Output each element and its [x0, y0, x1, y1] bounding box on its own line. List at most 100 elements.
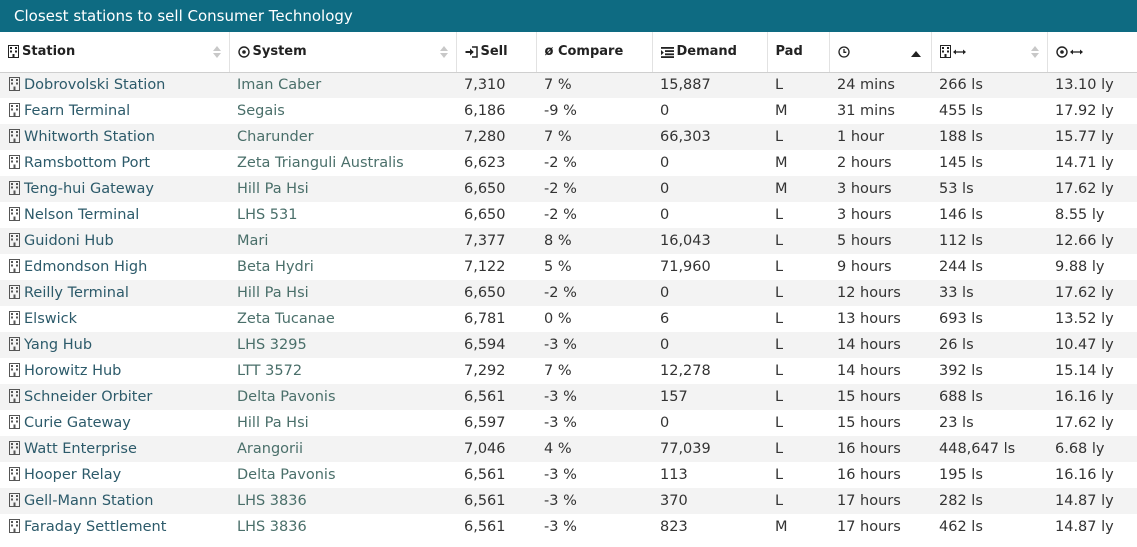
system-name-cell-text[interactable]: Arangorii — [237, 441, 304, 457]
column-header-distance-ly[interactable] — [1047, 32, 1137, 73]
table-row[interactable]: Horowitz Hub LTT 3572 7,292 7 % 12,278 L 14 ho… — [0, 358, 1137, 384]
system-name-cell-text[interactable]: Hill Pa Hsi — [237, 285, 309, 301]
station-name-cell[interactable]: Teng-hui Gateway — [0, 176, 229, 202]
station-name-cell-text[interactable]: Watt Enterprise — [24, 441, 137, 457]
system-name-cell-text[interactable]: Beta Hydri — [237, 259, 314, 275]
system-name-cell-text[interactable]: Delta Pavonis — [237, 467, 336, 483]
table-row[interactable]: Teng-hui Gateway Hill Pa Hsi 6,650 -2 % 0 M 3 … — [0, 176, 1137, 202]
system-name-cell-text[interactable]: LHS 3836 — [237, 493, 307, 509]
column-header-age[interactable] — [829, 32, 932, 73]
column-header-station[interactable]: Station — [0, 32, 230, 73]
station-name-cell[interactable]: Hooper Relay — [0, 462, 229, 488]
station-name-cell-text[interactable]: Elswick — [24, 311, 78, 327]
system-name-cell[interactable]: LHS 3295 — [229, 332, 456, 358]
station-name-cell[interactable]: Faraday Settlement — [0, 514, 229, 540]
table-row[interactable]: Gell-Mann Station LHS 3836 6,561 -3 % 370 L 17… — [0, 488, 1137, 514]
station-name-cell-text[interactable]: Faraday Settlement — [24, 519, 167, 535]
system-name-cell-text[interactable]: Hill Pa Hsi — [237, 415, 309, 431]
sort-toggle-distance-star[interactable] — [1030, 44, 1039, 60]
column-header-distance-star[interactable] — [931, 32, 1048, 73]
station-name-cell[interactable]: Nelson Terminal — [0, 202, 229, 228]
sort-toggle-age[interactable] — [910, 46, 921, 62]
station-name-cell-text[interactable]: Reilly Terminal — [24, 285, 129, 301]
station-name-cell-text[interactable]: Nelson Terminal — [24, 207, 140, 223]
station-name-cell[interactable]: Reilly Terminal — [0, 280, 229, 306]
system-name-cell[interactable]: LHS 3836 — [229, 514, 456, 540]
system-name-cell-text[interactable]: LTT 3572 — [237, 363, 303, 379]
station-name-cell[interactable]: Fearn Terminal — [0, 98, 229, 124]
system-name-cell[interactable]: Arangorii — [229, 436, 456, 462]
station-name-cell[interactable]: Edmondson High — [0, 254, 229, 280]
station-name-cell[interactable]: Whitworth Station — [0, 124, 229, 150]
column-header-sell[interactable]: Sell — [456, 32, 537, 73]
system-name-cell[interactable]: Zeta Trianguli Australis — [229, 150, 456, 176]
table-row[interactable]: Elswick Zeta Tucanae 6,781 0 % 6 L 13 hours 693… — [0, 306, 1137, 332]
table-row[interactable]: Ramsbottom Port Zeta Trianguli Australis 6… — [0, 150, 1137, 176]
system-name-cell-text[interactable]: LHS 3836 — [237, 519, 307, 535]
system-name-cell-text[interactable]: Delta Pavonis — [237, 389, 336, 405]
station-name-cell[interactable]: Watt Enterprise — [0, 436, 229, 462]
station-name-cell-text[interactable]: Horowitz Hub — [24, 363, 122, 379]
station-name-cell[interactable]: Schneider Orbiter — [0, 384, 229, 410]
station-name-cell-text[interactable]: Ramsbottom Port — [24, 155, 151, 171]
column-header-system[interactable]: System — [229, 32, 457, 73]
station-name-cell[interactable]: Dobrovolski Station — [0, 72, 229, 98]
system-name-cell[interactable]: Iman Caber — [229, 72, 456, 98]
station-name-cell[interactable]: Horowitz Hub — [0, 358, 229, 384]
system-name-cell-text[interactable]: LHS 3295 — [237, 337, 307, 353]
station-name-cell[interactable]: Curie Gateway — [0, 410, 229, 436]
system-name-cell[interactable]: Segais — [229, 98, 456, 124]
station-name-cell[interactable]: Gell-Mann Station — [0, 488, 229, 514]
system-name-cell-text[interactable]: Zeta Tucanae — [237, 311, 335, 327]
table-row[interactable]: Guidoni Hub Mari 7,377 8 % 16,043 L 5 hours 112… — [0, 228, 1137, 254]
station-name-cell-text[interactable]: Gell-Mann Station — [24, 493, 154, 509]
system-name-cell[interactable]: Charunder — [229, 124, 456, 150]
system-name-cell[interactable]: Zeta Tucanae — [229, 306, 456, 332]
station-name-cell-text[interactable]: Yang Hub — [24, 337, 93, 353]
system-name-cell[interactable]: Delta Pavonis — [229, 384, 456, 410]
system-name-cell[interactable]: Hill Pa Hsi — [229, 176, 456, 202]
sort-toggle-station[interactable] — [212, 44, 221, 60]
system-name-cell[interactable]: Hill Pa Hsi — [229, 410, 456, 436]
system-name-cell[interactable]: LHS 3836 — [229, 488, 456, 514]
system-name-cell-text[interactable]: LHS 531 — [237, 207, 298, 223]
system-name-cell-text[interactable]: Iman Caber — [237, 77, 322, 94]
table-row[interactable]: Fearn Terminal Segais 6,186 -9 % 0 M 31 mins 45… — [0, 98, 1137, 124]
table-row[interactable]: Nelson Terminal LHS 531 6,650 -2 % 0 L 3 hours… — [0, 202, 1137, 228]
station-name-cell-text[interactable]: Teng-hui Gateway — [24, 181, 155, 197]
station-name-cell[interactable]: Guidoni Hub — [0, 228, 229, 254]
system-name-cell-text[interactable]: Mari — [237, 233, 269, 249]
station-name-cell-text[interactable]: Dobrovolski Station — [24, 77, 166, 94]
table-row[interactable]: Faraday Settlement LHS 3836 6,561 -3 % 823 M 1… — [0, 514, 1137, 540]
system-name-cell[interactable]: LTT 3572 — [229, 358, 456, 384]
table-row[interactable]: Hooper Relay Delta Pavonis 6,561 -3 % 113 L 16… — [0, 462, 1137, 488]
system-name-cell-text[interactable]: Zeta Trianguli Australis — [237, 155, 404, 171]
station-name-cell[interactable]: Yang Hub — [0, 332, 229, 358]
system-name-cell[interactable]: Hill Pa Hsi — [229, 280, 456, 306]
station-name-cell-text[interactable]: Fearn Terminal — [24, 103, 131, 119]
column-header-demand[interactable]: Demand — [652, 32, 768, 73]
system-name-cell[interactable]: Delta Pavonis — [229, 462, 456, 488]
station-name-cell-text[interactable]: Guidoni Hub — [24, 233, 114, 249]
system-name-cell[interactable]: Mari — [229, 228, 456, 254]
station-name-cell[interactable]: Ramsbottom Port — [0, 150, 229, 176]
station-name-cell[interactable]: Elswick — [0, 306, 229, 332]
station-name-cell-text[interactable]: Edmondson High — [24, 259, 148, 275]
station-name-cell-text[interactable]: Curie Gateway — [24, 415, 131, 431]
table-row[interactable]: Dobrovolski Station Iman Caber 7,310 7 % 15,… — [0, 72, 1137, 98]
table-row[interactable]: Reilly Terminal Hill Pa Hsi 6,650 -2 % 0 L 12 … — [0, 280, 1137, 306]
station-name-cell-text[interactable]: Hooper Relay — [24, 467, 122, 483]
sort-toggle-system[interactable] — [439, 44, 448, 60]
table-row[interactable]: Watt Enterprise Arangorii 7,046 4 % 77,039 L 1… — [0, 436, 1137, 462]
column-header-compare[interactable]: ø Compare — [536, 32, 653, 73]
system-name-cell[interactable]: LHS 531 — [229, 202, 456, 228]
system-name-cell[interactable]: Beta Hydri — [229, 254, 456, 280]
system-name-cell-text[interactable]: Segais — [237, 103, 285, 119]
system-name-cell-text[interactable]: Charunder — [237, 129, 314, 145]
table-row[interactable]: Schneider Orbiter Delta Pavonis 6,561 -3 % 1… — [0, 384, 1137, 410]
table-row[interactable]: Yang Hub LHS 3295 6,594 -3 % 0 L 14 hours 26 ls… — [0, 332, 1137, 358]
system-name-cell-text[interactable]: Hill Pa Hsi — [237, 181, 309, 197]
table-row[interactable]: Curie Gateway Hill Pa Hsi 6,597 -3 % 0 L 15 ho… — [0, 410, 1137, 436]
column-header-pad[interactable]: Pad — [767, 32, 830, 73]
station-name-cell-text[interactable]: Schneider Orbiter — [24, 389, 153, 405]
